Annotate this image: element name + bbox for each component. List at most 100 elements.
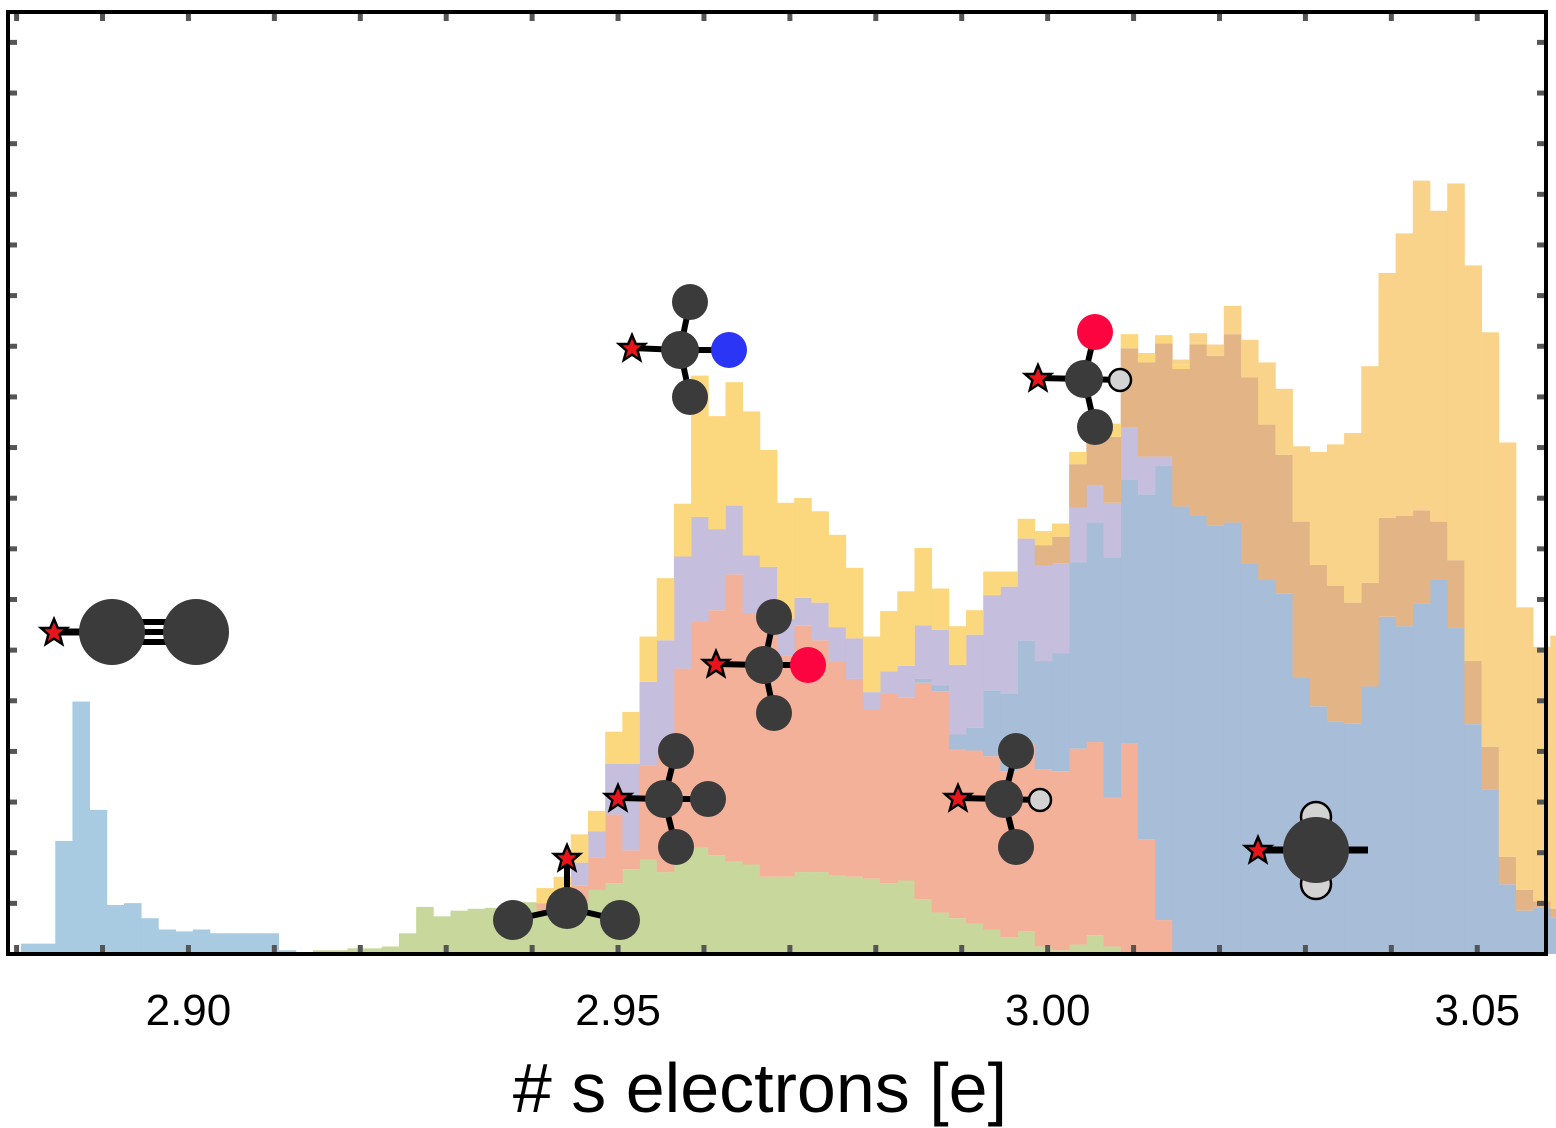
histogram-bar-series-6	[1172, 369, 1190, 507]
histogram-bar-series-7	[1189, 342, 1208, 345]
histogram-bar-series-2	[467, 908, 486, 954]
histogram-bar-series-5	[708, 529, 726, 611]
histogram-bar-series-4	[1017, 640, 1036, 744]
histogram-bar-series-1	[209, 933, 228, 954]
histogram-bar-series-6	[1292, 521, 1311, 678]
histogram-bar-series-7	[759, 450, 778, 567]
histogram-bar-series-5	[1000, 586, 1018, 695]
histogram-bar-series-6	[1155, 343, 1173, 457]
histogram-bar-series-8	[1515, 607, 1534, 890]
histogram-bar-series-5	[587, 831, 606, 858]
histogram-bar-series-7	[931, 588, 950, 630]
histogram-bar-series-2	[364, 948, 383, 954]
trigonal-carbon-fragment-icon	[493, 843, 640, 940]
histogram-bar-series-8	[1464, 265, 1482, 662]
histogram-bar-series-8	[1447, 183, 1465, 561]
histogram-bar-series-4	[966, 727, 984, 751]
quaternary-carbon-fragment-icon	[603, 733, 726, 865]
histogram-bar-series-4	[1361, 686, 1379, 954]
histogram-bar-series-7	[983, 571, 1001, 596]
histogram-bar-series-4	[1395, 626, 1414, 954]
histogram-bar-series-2	[673, 849, 692, 954]
histogram-bar-series-4	[1550, 917, 1556, 954]
histogram-bar-series-3	[725, 574, 744, 862]
histogram-bar-series-4	[1223, 522, 1242, 954]
histogram-bar-series-6	[1550, 908, 1556, 918]
histogram-bar-series-4	[1240, 563, 1259, 954]
histogram-bar-series-7	[1155, 335, 1173, 344]
histogram-bar-series-6	[1103, 436, 1122, 503]
histogram-bar-series-7	[742, 411, 761, 556]
histogram-bar-series-5	[673, 556, 692, 669]
histogram-bar-series-3	[1155, 920, 1173, 954]
histogram-bar-series-7	[914, 547, 933, 626]
histogram-bar-series-6	[1258, 424, 1276, 581]
histogram-bar-series-6	[1223, 334, 1242, 523]
histogram-bar-series-8	[1189, 333, 1208, 343]
histogram-bar-series-3	[880, 693, 898, 884]
histogram-bar-series-3	[536, 903, 555, 911]
histogram-bar-series-6	[1412, 510, 1431, 604]
histogram-bar-series-5	[966, 634, 984, 728]
histogram-bar-series-2	[845, 876, 864, 954]
carbon-hydrogen-fragment-icon	[943, 733, 1053, 865]
histogram-bar-series-7	[811, 511, 829, 603]
histogram-bar-series-6	[1395, 515, 1414, 627]
histogram-bar-series-8	[1326, 444, 1345, 586]
histogram-bar-series-7	[1120, 334, 1139, 349]
histogram-bar-series-1	[123, 903, 142, 954]
histogram-bar-series-2	[1069, 944, 1087, 954]
histogram-bar-series-7	[1069, 451, 1087, 465]
histogram-bar-series-4	[1034, 661, 1053, 770]
histogram-bar-series-4	[948, 734, 967, 750]
histogram-bar-series-4	[1275, 593, 1293, 954]
histogram-bar-series-8	[1206, 344, 1225, 356]
histogram-bar-series-8	[1361, 366, 1379, 583]
x-tick-label: 2.90	[146, 986, 232, 1035]
histogram-bar-series-7	[673, 503, 692, 557]
histogram-bar-series-6	[1326, 585, 1345, 722]
carbon-oxygen-fragment-icon	[701, 599, 826, 731]
histogram-bar-series-5	[931, 629, 950, 686]
histogram-bar-series-1	[20, 943, 39, 954]
histogram-bar-series-2	[725, 861, 744, 954]
histogram-bar-series-4	[1533, 907, 1551, 954]
histogram-bar-series-7	[656, 578, 675, 641]
histogram-bar-series-5	[1069, 507, 1087, 563]
histogram-bar-series-4	[1344, 723, 1362, 954]
histogram-bar-series-1	[141, 918, 159, 954]
histogram-bar-series-6	[1275, 454, 1293, 594]
histogram-bar-series-2	[983, 929, 1001, 954]
histogram-bar-series-4	[983, 690, 1001, 757]
histogram-bar-series-5	[828, 627, 847, 662]
histogram-bar-series-6	[1515, 889, 1534, 911]
histogram-bar-series-8	[1378, 272, 1397, 518]
plot-frame	[6, 10, 1548, 956]
histogram-bar-series-1	[158, 929, 176, 954]
histogram-bar-series-7	[777, 502, 795, 619]
histogram-bar-series-5	[862, 692, 881, 711]
histogram-bar-series-1	[244, 933, 262, 954]
histogram-bars	[20, 180, 1556, 954]
histogram-bar-series-6	[1069, 464, 1087, 508]
histogram-bar-series-7	[828, 534, 847, 628]
histogram-bar-series-3	[914, 682, 933, 900]
histogram-bar-series-3	[622, 850, 640, 870]
histogram-bar-series-3	[605, 814, 623, 884]
histogram-bar-series-4	[1155, 466, 1173, 921]
histogram-bar-series-2	[381, 946, 400, 954]
histogram-bar-series-2	[966, 923, 984, 954]
histogram-bar-series-3	[966, 750, 984, 924]
histogram-bar-series-8	[1533, 646, 1551, 902]
histogram-bar-series-5	[880, 671, 898, 694]
histogram-bar-series-5	[983, 595, 1001, 691]
histogram-bar-series-7	[1172, 364, 1190, 370]
histogram-bar-series-2	[1103, 946, 1122, 954]
histogram-bar-series-2	[398, 933, 417, 954]
histogram-bar-series-3	[1120, 742, 1139, 954]
histogram-bar-series-4	[1172, 506, 1190, 954]
histogram-bar-series-4	[1430, 579, 1448, 954]
histogram-bar-series-2	[759, 876, 778, 954]
histogram-bar-series-8	[1309, 451, 1328, 565]
x-tick-label: 3.00	[1005, 986, 1091, 1035]
